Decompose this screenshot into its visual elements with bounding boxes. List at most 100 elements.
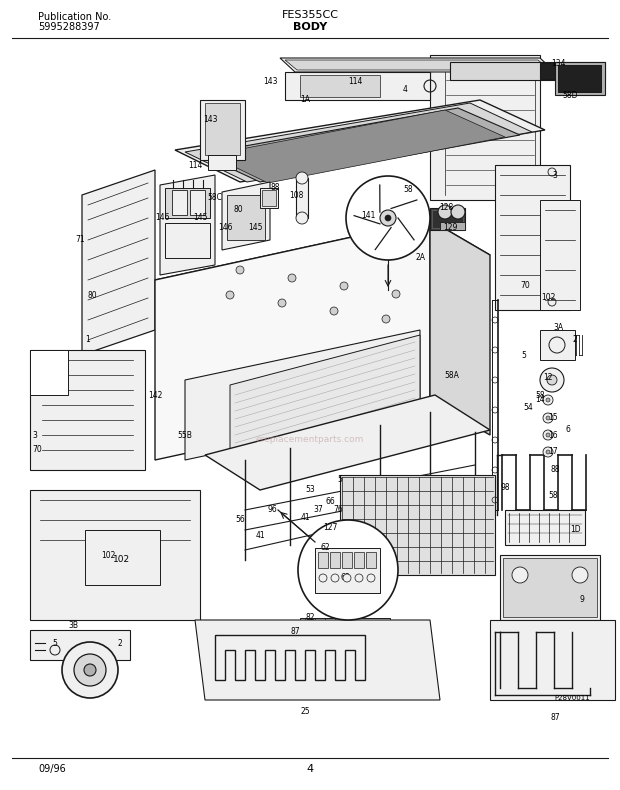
Text: 87: 87	[290, 627, 300, 637]
Polygon shape	[82, 170, 155, 355]
Bar	[227, 195, 265, 240]
Polygon shape	[540, 330, 575, 360]
Text: 80: 80	[233, 205, 243, 215]
Polygon shape	[450, 62, 605, 80]
Bar	[208, 155, 236, 170]
Text: BODY: BODY	[293, 22, 327, 32]
Bar	[260, 188, 278, 208]
Text: 127: 127	[323, 524, 337, 532]
Text: Publication No.: Publication No.	[38, 12, 111, 22]
Bar	[432, 210, 463, 228]
Text: 56: 56	[235, 516, 245, 525]
Polygon shape	[155, 220, 430, 460]
Text: 17: 17	[548, 447, 558, 457]
Text: 146: 146	[218, 224, 232, 232]
Text: 1A: 1A	[300, 96, 310, 104]
Text: P28V0011: P28V0011	[554, 695, 590, 701]
Text: 12: 12	[543, 374, 553, 382]
Text: 102: 102	[541, 294, 555, 303]
Circle shape	[543, 447, 553, 457]
Polygon shape	[285, 72, 430, 100]
Bar	[296, 178, 308, 218]
Circle shape	[547, 375, 557, 385]
Bar	[205, 103, 240, 155]
Bar	[165, 188, 210, 218]
Bar	[300, 75, 380, 97]
Text: 145: 145	[248, 224, 262, 232]
Text: 82: 82	[305, 614, 315, 623]
Polygon shape	[280, 58, 555, 72]
Bar	[330, 552, 340, 568]
Text: 1: 1	[86, 336, 91, 344]
Text: 58C: 58C	[208, 194, 223, 202]
Text: 09/96: 09/96	[38, 764, 66, 774]
Text: 3: 3	[552, 171, 557, 179]
Text: 25: 25	[300, 708, 310, 717]
Text: 76: 76	[333, 506, 343, 514]
Text: 15: 15	[548, 413, 558, 423]
Circle shape	[331, 574, 339, 582]
Circle shape	[74, 654, 106, 686]
Text: 71: 71	[75, 235, 85, 244]
Polygon shape	[30, 350, 145, 470]
Bar	[342, 552, 352, 568]
Polygon shape	[430, 220, 490, 435]
Circle shape	[84, 664, 96, 676]
Polygon shape	[222, 182, 270, 250]
Circle shape	[367, 574, 375, 582]
Polygon shape	[185, 103, 532, 182]
Circle shape	[540, 368, 564, 392]
Circle shape	[278, 299, 286, 307]
Text: 58: 58	[535, 390, 545, 400]
Circle shape	[340, 282, 348, 290]
Polygon shape	[285, 60, 550, 70]
Circle shape	[543, 430, 553, 440]
Circle shape	[380, 210, 396, 226]
Text: 128: 128	[439, 204, 453, 213]
Circle shape	[330, 307, 338, 315]
Text: 63: 63	[340, 574, 350, 582]
Bar	[172, 190, 187, 215]
Circle shape	[546, 450, 550, 454]
Bar	[318, 552, 328, 568]
Text: 114: 114	[188, 160, 202, 170]
Circle shape	[50, 645, 60, 655]
Circle shape	[236, 266, 244, 274]
Circle shape	[355, 574, 363, 582]
Text: 41: 41	[300, 514, 310, 522]
Text: 2: 2	[118, 638, 122, 648]
Circle shape	[346, 176, 430, 260]
Text: 102: 102	[101, 551, 115, 559]
Polygon shape	[555, 62, 605, 95]
Text: 53: 53	[305, 486, 315, 495]
Circle shape	[392, 290, 400, 298]
Text: 70: 70	[520, 280, 530, 289]
Text: 14: 14	[535, 396, 545, 404]
Circle shape	[296, 212, 308, 224]
Text: 98: 98	[500, 483, 510, 492]
Polygon shape	[205, 395, 490, 490]
Circle shape	[451, 205, 465, 219]
Text: 41: 41	[255, 531, 265, 540]
Circle shape	[543, 395, 553, 405]
Text: 2: 2	[573, 336, 577, 344]
Polygon shape	[195, 620, 440, 700]
Text: 58D: 58D	[562, 91, 578, 100]
Circle shape	[296, 172, 308, 184]
Bar	[430, 208, 465, 230]
Text: 134: 134	[551, 58, 565, 67]
Text: 6: 6	[565, 426, 570, 434]
Text: 58: 58	[403, 186, 413, 194]
Bar	[366, 552, 376, 568]
Text: 16: 16	[548, 431, 558, 439]
Text: 4: 4	[402, 85, 407, 95]
Polygon shape	[500, 555, 600, 620]
Bar	[315, 548, 380, 593]
Text: 87: 87	[550, 713, 560, 723]
Text: 5: 5	[53, 638, 58, 648]
Polygon shape	[200, 100, 245, 160]
Polygon shape	[30, 490, 200, 620]
Circle shape	[438, 205, 452, 219]
Bar	[440, 222, 465, 230]
Bar	[165, 223, 210, 258]
